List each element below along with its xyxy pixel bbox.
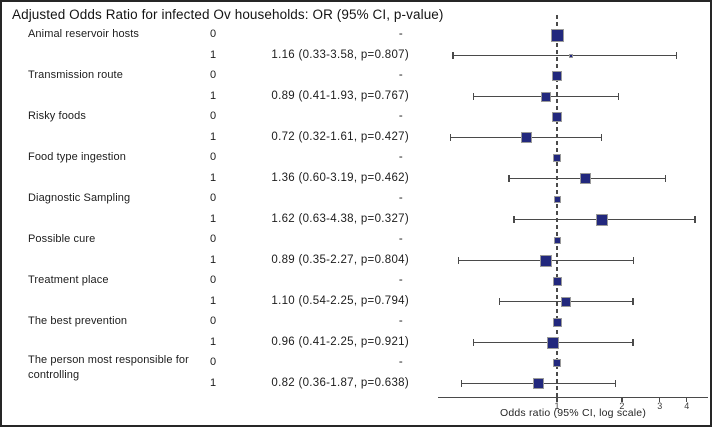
x-tick-label: 2 — [619, 401, 625, 411]
or-ci-value: - — [398, 274, 403, 286]
group-label: The person most responsible for controll… — [28, 354, 189, 381]
ci-cap-right — [600, 134, 603, 141]
or-ci-value: 1.62 (0.63-4.38, p=0.327) — [271, 212, 409, 225]
x-tick-label: 3 — [657, 401, 663, 411]
level-value: 0 — [209, 110, 217, 122]
or-ci-value: - — [398, 315, 403, 327]
or-marker — [552, 276, 562, 286]
x-tick-mark — [686, 398, 688, 402]
group-label: Risky foods — [28, 110, 86, 122]
or-ci-value: - — [398, 110, 403, 122]
group-label: Transmission route — [28, 69, 123, 81]
x-tick-mark — [659, 398, 661, 402]
or-ci-value: - — [398, 69, 403, 81]
or-marker — [560, 296, 571, 307]
or-marker — [547, 336, 560, 349]
level-value: 1 — [209, 48, 217, 61]
x-tick-label: 1 — [554, 401, 560, 411]
ci-cap-right — [675, 52, 678, 59]
level-value: 1 — [209, 171, 217, 184]
or-marker — [541, 91, 552, 102]
or-marker — [553, 236, 561, 244]
plot-panel: 1 2 3 4 Odds ratio (95% CI, log scale) — [438, 2, 708, 425]
level-value: 1 — [209, 376, 217, 389]
level-value: 0 — [209, 356, 217, 368]
level-value: 1 — [209, 253, 217, 266]
x-tick-mark — [621, 398, 623, 402]
ci-cap-right — [694, 216, 696, 223]
level-value: 0 — [209, 151, 217, 163]
or-marker — [532, 378, 544, 389]
or-ci-value: 0.89 (0.35-2.27, p=0.804) — [271, 253, 409, 266]
or-ci-value: - — [398, 233, 403, 245]
or-marker — [580, 173, 592, 184]
level-value: 0 — [209, 192, 217, 204]
or-marker — [553, 154, 561, 162]
reference-line — [556, 15, 558, 397]
x-axis-line — [438, 396, 708, 398]
level-value: 0 — [209, 233, 217, 245]
or-ci-value: 0.89 (0.41-1.93, p=0.767) — [271, 89, 409, 102]
ci-whisker — [453, 54, 677, 57]
level-value: 1 — [209, 89, 217, 102]
or-ci-value: 1.10 (0.54-2.25, p=0.794) — [271, 294, 409, 307]
or-ci-value: - — [398, 356, 403, 368]
ci-cap-left — [513, 216, 515, 223]
ci-cap-right — [632, 257, 635, 264]
group-label: Treatment place — [28, 274, 109, 286]
level-value: 1 — [209, 294, 217, 307]
or-ci-value: 1.16 (0.33-3.58, p=0.807) — [271, 48, 409, 61]
level-value: 1 — [209, 130, 217, 143]
ci-cap-left — [472, 339, 475, 346]
or-marker — [540, 254, 553, 267]
ci-cap-left — [498, 298, 501, 305]
level-value: 0 — [209, 274, 217, 286]
ci-cap-right — [614, 380, 617, 387]
ci-cap-left — [457, 257, 460, 264]
ci-cap-left — [508, 175, 510, 182]
ci-cap-right — [664, 175, 667, 182]
group-label: Possible cure — [28, 233, 96, 245]
or-ci-value: 0.96 (0.41-2.25, p=0.921) — [271, 335, 409, 348]
level-value: 1 — [209, 335, 217, 348]
x-tick-mark — [556, 398, 558, 402]
or-ci-value: - — [398, 28, 403, 40]
level-value: 0 — [209, 315, 217, 327]
or-marker — [552, 112, 562, 122]
ci-cap-left — [452, 52, 454, 59]
ci-cap-right — [632, 298, 634, 305]
or-marker — [568, 53, 573, 58]
level-value: 0 — [209, 28, 217, 40]
ci-cap-right — [632, 339, 634, 346]
or-marker — [550, 28, 564, 42]
or-ci-value: 0.82 (0.36-1.87, p=0.638) — [271, 376, 409, 389]
or-ci-value: - — [398, 151, 403, 163]
level-value: 0 — [209, 69, 217, 81]
or-marker — [596, 213, 609, 226]
ci-cap-left — [472, 93, 475, 100]
or-ci-value: 0.72 (0.32-1.61, p=0.427) — [271, 130, 409, 143]
or-ci-value: 1.36 (0.60-3.19, p=0.462) — [271, 171, 409, 184]
ci-cap-right — [617, 93, 620, 100]
group-label: Diagnostic Sampling — [28, 192, 131, 204]
or-marker — [552, 317, 562, 327]
or-marker — [553, 359, 561, 367]
or-marker — [552, 71, 562, 81]
or-ci-value: - — [398, 192, 403, 204]
group-label: Food type ingestion — [28, 151, 126, 163]
x-tick-label: 4 — [684, 401, 690, 411]
ci-cap-left — [460, 380, 463, 387]
or-marker — [553, 195, 561, 203]
level-value: 1 — [209, 212, 217, 225]
group-label: The best prevention — [28, 315, 128, 327]
group-label: Animal reservoir hosts — [28, 28, 140, 40]
ci-cap-left — [449, 134, 452, 141]
x-axis-label: Odds ratio (95% CI, log scale) — [499, 406, 647, 419]
or-marker — [520, 132, 532, 143]
chart-title: Adjusted Odds Ratio for infected Ov hous… — [12, 7, 444, 22]
